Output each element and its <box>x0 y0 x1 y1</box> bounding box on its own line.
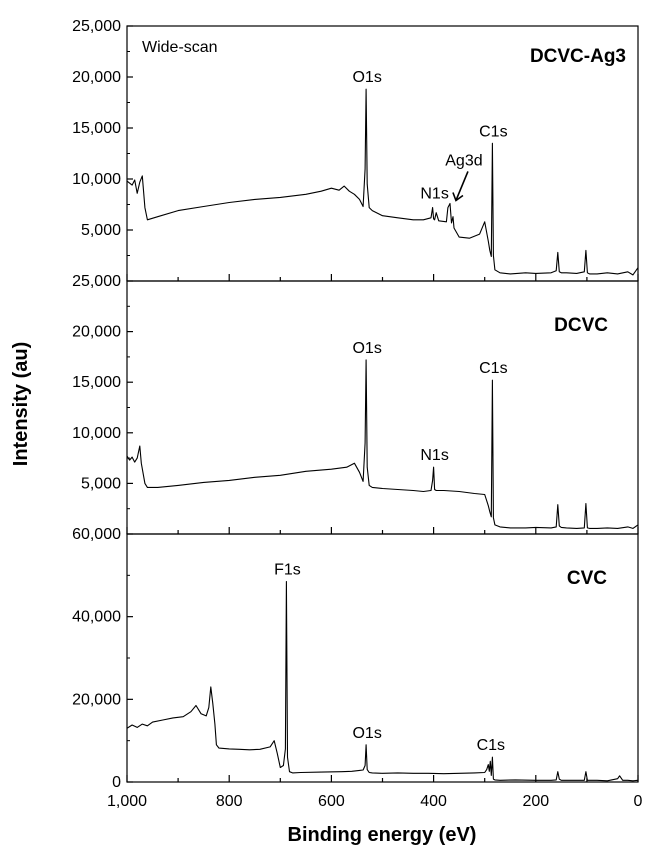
y-tick-label: 5,000 <box>81 222 121 239</box>
peak-label: N1s <box>420 186 448 203</box>
peak-arrow-head <box>452 192 464 202</box>
y-ticks-cvc: 0 20,000 40,000 60,000 <box>72 526 639 791</box>
peak-label: O1s <box>352 725 381 742</box>
panel-dcvc-ag3: Wide-scan DCVC-Ag3 5,000 10,000 15,000 20,0… <box>72 18 639 282</box>
y-tick-label: 5,000 <box>81 475 121 492</box>
panel-title-cvc: CVC <box>567 568 607 589</box>
plot-frame-cvc <box>126 533 639 783</box>
peak-label: C1s <box>477 737 505 754</box>
y-tick-label: 15,000 <box>72 374 121 391</box>
peak-label: N1s <box>420 447 448 464</box>
spectrum-line-dcvc-ag3 <box>126 88 639 276</box>
panel-title-dcvc-ag3: DCVC-Ag3 <box>530 46 626 67</box>
y-tick-label: 40,000 <box>72 609 121 626</box>
y-tick-label: 60,000 <box>72 526 121 543</box>
x-tick-label: 400 <box>420 793 447 810</box>
y-tick-label: 25,000 <box>72 18 121 35</box>
peak-label: C1s <box>479 360 507 377</box>
y-tick-label: 15,000 <box>72 120 121 137</box>
y-ticks-dcvc: 5,000 10,000 15,000 20,000 25,000 <box>72 273 639 534</box>
peak-arrow <box>455 171 469 201</box>
y-ticks-dcvc-ag3: 5,000 10,000 15,000 20,000 25,000 <box>72 18 639 281</box>
y-axis-title: Intensity (au) <box>10 342 32 466</box>
spectrum-line-cvc <box>126 580 639 782</box>
x-axis-ticks: 1,000 800 600 400 200 0 <box>107 793 643 810</box>
y-tick-label: 25,000 <box>72 273 121 290</box>
panel-dcvc: DCVC 5,000 10,000 15,000 20,000 25,000 O1s N1… <box>72 273 639 535</box>
peak-label: C1s <box>479 123 507 140</box>
x-tick-label: 1,000 <box>107 793 147 810</box>
peak-label: Ag3d <box>445 152 482 169</box>
peak-labels-cvc: F1s O1s C1s <box>274 562 505 755</box>
spectrum-line-dcvc <box>126 359 639 529</box>
panel-cvc: CVC 0 20,000 40,000 60,000 F1s O1s C1s <box>72 526 639 791</box>
y-tick-label: 10,000 <box>72 425 121 442</box>
y-tick-label: 20,000 <box>72 324 121 341</box>
x-tick-label: 800 <box>216 793 243 810</box>
peak-labels-dcvc-ag3: O1s N1s Ag3d C1s <box>352 69 507 202</box>
y-tick-label: 20,000 <box>72 69 121 86</box>
peak-label: O1s <box>352 69 381 86</box>
y-tick-label: 20,000 <box>72 691 121 708</box>
x-axis-title: Binding energy (eV) <box>288 824 477 846</box>
panel-title-dcvc: DCVC <box>554 315 608 336</box>
peak-label: O1s <box>352 340 381 357</box>
x-tick-label: 200 <box>522 793 549 810</box>
x-tick-label: 600 <box>318 793 345 810</box>
x-tick-label: 0 <box>634 793 643 810</box>
y-tick-label: 10,000 <box>72 171 121 188</box>
peak-label: F1s <box>274 562 301 579</box>
y-tick-label: 0 <box>112 774 121 791</box>
peak-labels-dcvc: O1s N1s C1s <box>352 340 507 464</box>
wide-scan-annotation: Wide-scan <box>142 39 218 56</box>
